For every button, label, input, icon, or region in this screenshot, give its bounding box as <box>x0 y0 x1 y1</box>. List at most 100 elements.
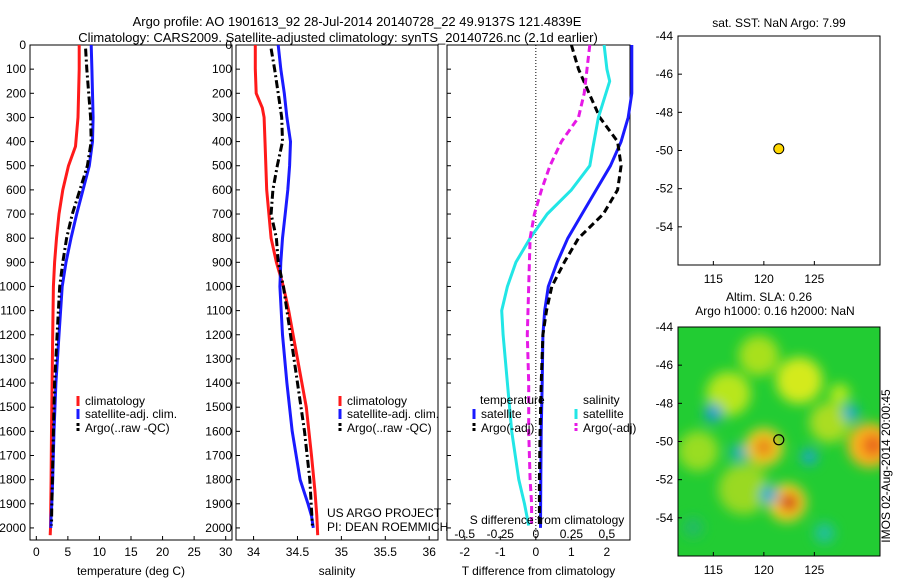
y-tick-label: 200 <box>212 86 232 100</box>
y-tick-label: 1700 <box>0 448 26 462</box>
y-tick-label: 1300 <box>205 352 232 366</box>
x-tick-label: 2 <box>604 545 611 559</box>
map-y-tick-label: -54 <box>656 511 674 525</box>
map-x-tick-label: 125 <box>804 563 824 577</box>
y-tick-label: 1900 <box>205 497 232 511</box>
x-tick-label: -1 <box>495 545 506 559</box>
x-axis-label: salinity <box>319 564 356 578</box>
legend-label: satellite-adj. clim. <box>347 407 439 421</box>
s-tick-label: 0.5 <box>599 527 616 541</box>
figure-title-line1: Argo profile: AO 1901613_92 28-Jul-2014 … <box>133 14 582 29</box>
y-tick-label: 1500 <box>0 400 26 414</box>
y-tick-label: 300 <box>6 110 26 124</box>
heatmap-cell <box>780 493 799 512</box>
y-tick-label: 700 <box>212 207 232 221</box>
sla-heatmap <box>678 327 880 556</box>
map-y-tick-label: -48 <box>656 105 674 119</box>
sst-map-title: sat. SST: NaN Argo: 7.99 <box>712 16 846 30</box>
legend-label: Argo(-adj) <box>481 421 534 435</box>
map-y-tick-label: -52 <box>656 182 674 196</box>
y-tick-label: 1700 <box>205 448 232 462</box>
y-tick-label: 1200 <box>0 328 26 342</box>
x-tick-label: 30 <box>219 545 233 559</box>
heatmap-cell <box>814 523 835 544</box>
y-tick-label: 1100 <box>206 304 232 318</box>
heatmap-blobs <box>678 335 880 544</box>
legend-label: satellite-adj. clim. <box>85 407 177 421</box>
map-y-tick-label: -54 <box>656 220 674 234</box>
x-tick-label: 35.5 <box>374 545 398 559</box>
heatmap-cell <box>801 448 818 465</box>
s-tick-label: -0.25 <box>487 527 515 541</box>
map-y-tick-label: -44 <box>656 29 674 43</box>
s-tick-label: 0.25 <box>560 527 584 541</box>
y-tick-label: 1900 <box>0 497 26 511</box>
heatmap-cell <box>730 444 747 462</box>
legend-label: Argo(-adj) <box>583 421 636 435</box>
map-y-tick-label: -46 <box>656 358 674 372</box>
map-x-tick-label: 120 <box>754 563 774 577</box>
y-tick-label: 900 <box>6 255 26 269</box>
heatmap-cell <box>861 434 880 457</box>
map-y-tick-label: -50 <box>656 144 674 158</box>
map-x-tick-label: 115 <box>704 272 723 286</box>
y-tick-label: 1200 <box>205 328 232 342</box>
y-tick-label: 100 <box>6 62 26 76</box>
y-tick-label: 1600 <box>0 424 26 438</box>
legend-label: climatology <box>85 394 145 408</box>
annotation-pi: PI: DEAN ROEMMICH <box>327 520 448 534</box>
heatmap-cell <box>738 335 779 376</box>
map-y-tick-label: -52 <box>656 473 674 487</box>
x-tick-label: 25 <box>187 545 201 559</box>
series-line-salinity-argo-adj- <box>525 44 592 526</box>
y-tick-label: 1400 <box>205 376 232 390</box>
y-tick-label: 1400 <box>0 376 26 390</box>
salinity-panel: 0 100 200 300 400 500 600 700 800 900 1000 1100 1200… <box>205 38 448 578</box>
x-tick-label: 0 <box>33 545 40 559</box>
legend-label: satellite <box>481 407 522 421</box>
x-tick-label: 15 <box>124 545 138 559</box>
y-tick-label: 0 <box>225 38 232 52</box>
argo-float-marker <box>773 143 785 155</box>
y-tick-label: 1000 <box>0 279 26 293</box>
s-axis-label: S difference from climatology <box>470 513 625 527</box>
map-y-tick-label: -44 <box>656 320 674 334</box>
x-tick-label: 10 <box>93 545 107 559</box>
x-tick-label: 1 <box>568 545 575 559</box>
s-tick-label: 0 <box>532 527 539 541</box>
argo-float-marker <box>773 434 785 446</box>
y-tick-label: 900 <box>212 255 232 269</box>
x-tick-label: 35 <box>335 545 349 559</box>
axes-frame <box>235 44 439 541</box>
y-tick-label: 700 <box>6 207 26 221</box>
legend-label: climatology <box>347 394 407 408</box>
y-tick-label: 2000 <box>0 521 26 535</box>
annotation-project: US ARGO PROJECT <box>327 506 442 520</box>
series-line-climatology <box>253 45 320 536</box>
y-tick-label: 1600 <box>205 424 232 438</box>
y-tick-label: 100 <box>212 62 232 76</box>
figure-title-line2: Climatology: CARS2009. Satellite-adjuste… <box>78 30 598 45</box>
legend-label: satellite <box>583 407 624 421</box>
heatmap-cell <box>842 404 859 421</box>
map-x-tick-label: 120 <box>754 272 774 286</box>
y-tick-label: 1800 <box>205 473 232 487</box>
y-tick-label: 800 <box>6 231 26 245</box>
y-tick-label: 1800 <box>0 473 26 487</box>
heatmap-cell <box>829 383 850 404</box>
temperature-panel: 0100200300400500600700800900100011001200… <box>0 38 233 578</box>
y-tick-label: 500 <box>6 159 26 173</box>
map-x-tick-label: 115 <box>704 563 723 577</box>
series-line-argo-raw-qc- <box>269 48 314 526</box>
y-tick-label: 1100 <box>0 304 26 318</box>
x-tick-label: 34 <box>247 545 261 559</box>
x-axis-label: T difference from climatology <box>462 564 616 578</box>
heatmap-cell <box>678 430 719 472</box>
y-tick-label: 400 <box>212 135 232 149</box>
y-tick-label: 400 <box>6 135 26 149</box>
series-line-salinity-satellite <box>500 44 612 526</box>
difference-panel: -2 -1 0 1 2 T difference from climatology -0.5… <box>446 44 636 578</box>
y-tick-label: 200 <box>6 86 26 100</box>
